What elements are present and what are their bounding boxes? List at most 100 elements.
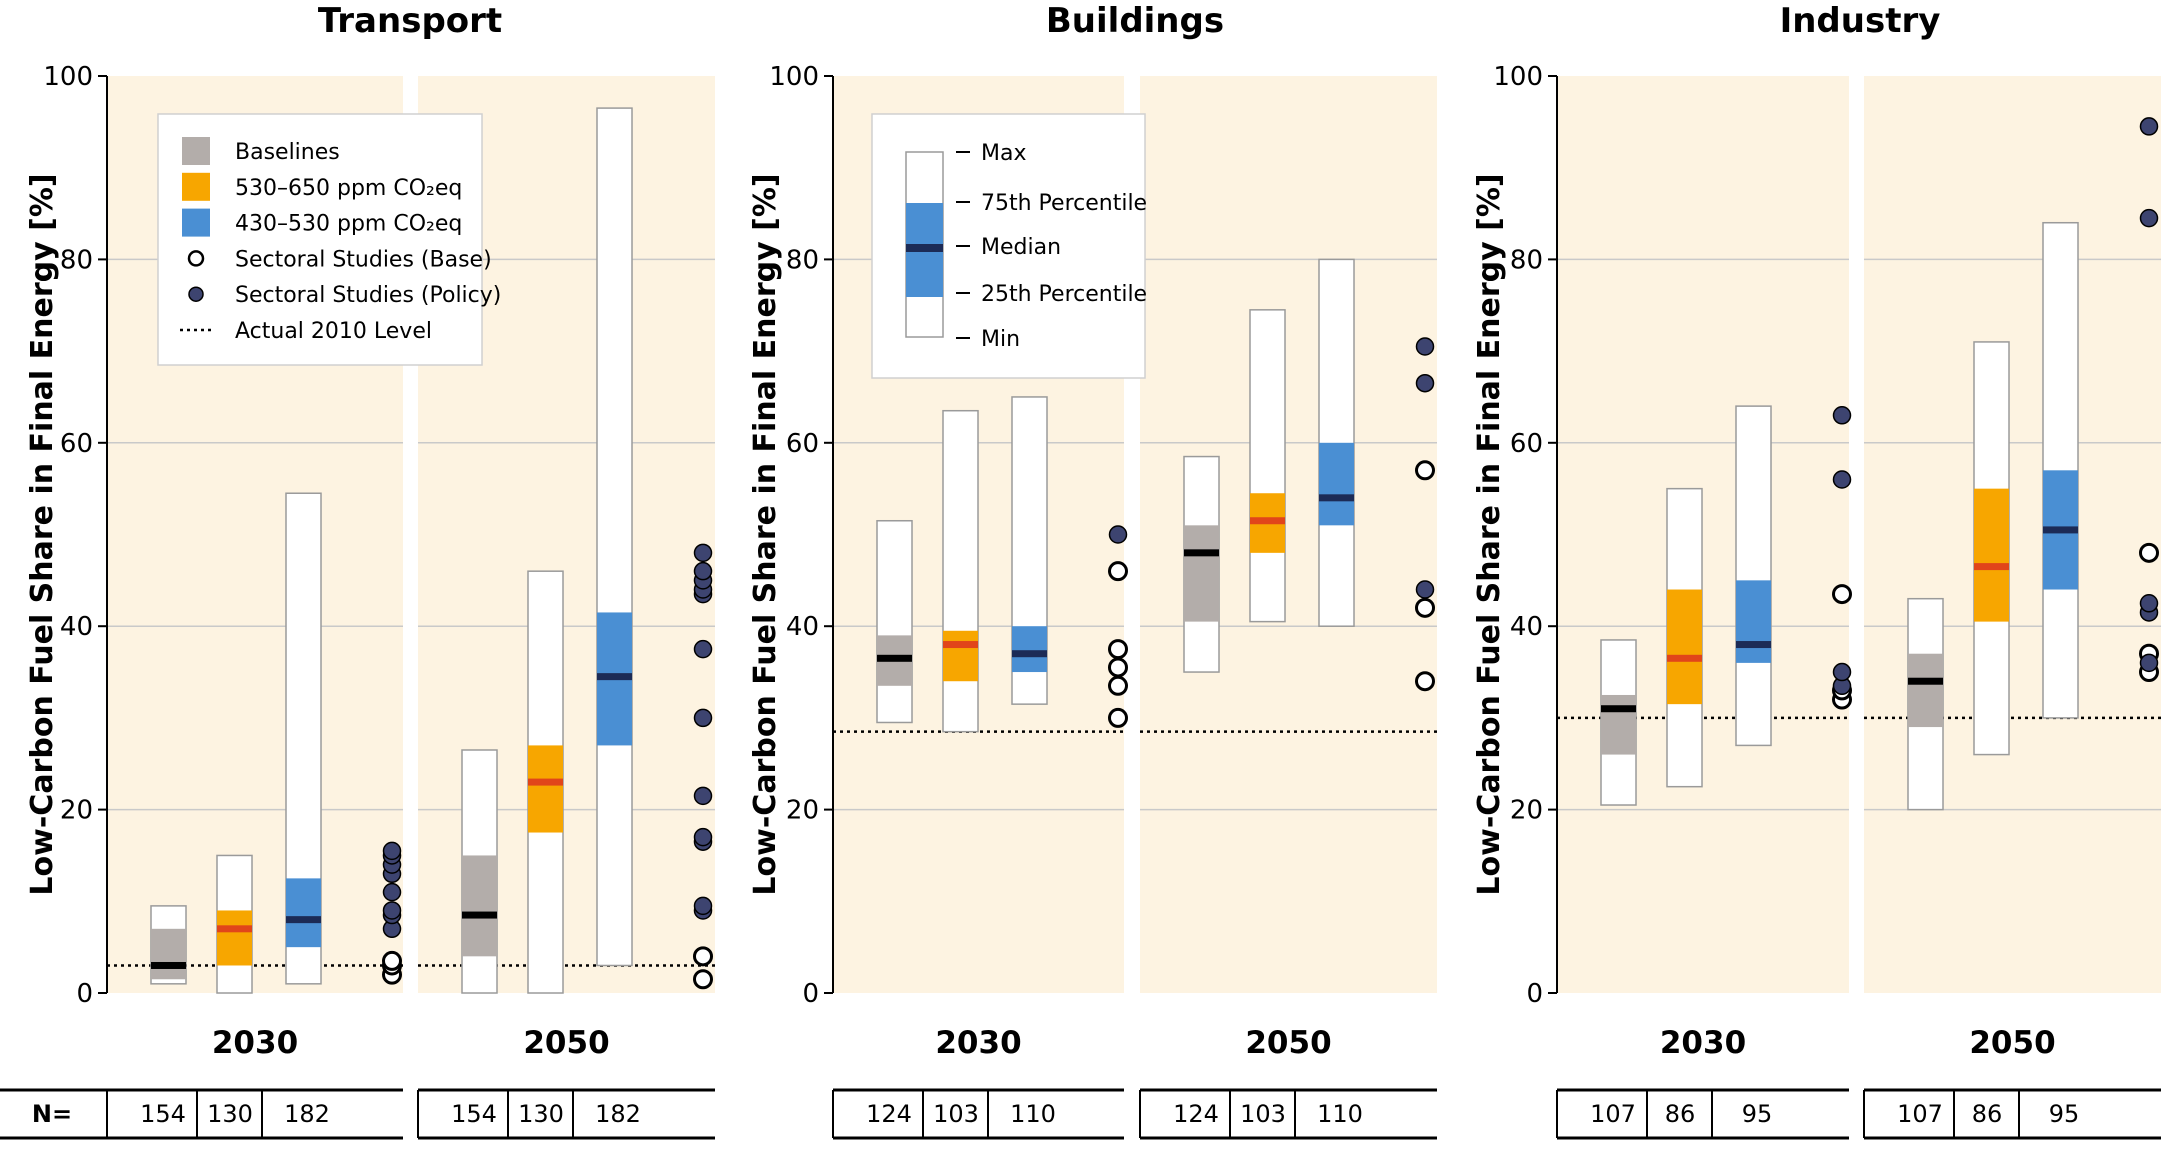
sectoral-policy-point xyxy=(693,786,713,806)
y-tick-label: 60 xyxy=(1510,429,1543,459)
median-line xyxy=(462,911,497,919)
sectoral-policy-point xyxy=(1415,373,1435,393)
y-tick-label: 0 xyxy=(802,979,819,1009)
legend-box-explanation-border xyxy=(871,113,1146,379)
iqr-box xyxy=(943,630,978,682)
legend-example-median xyxy=(906,244,943,252)
iqr-box xyxy=(217,910,252,966)
sectoral-base-point xyxy=(1108,657,1128,678)
median-line xyxy=(877,654,912,662)
n-value: 86 xyxy=(1665,1100,1696,1128)
n-value: 86 xyxy=(1972,1100,2003,1128)
sectoral-policy-point xyxy=(2139,594,2159,613)
iqr-box xyxy=(1667,589,1702,705)
sectoral-policy-point xyxy=(1832,662,1852,682)
year-label: 2030 xyxy=(1660,1025,1746,1061)
y-tick-label: 100 xyxy=(1493,62,1543,92)
median-line xyxy=(1601,705,1636,713)
sectoral-base-point xyxy=(1415,597,1435,618)
y-tick-label: 0 xyxy=(76,979,93,1009)
legend-label-median: Median xyxy=(981,235,1061,260)
median-line xyxy=(1184,549,1219,557)
legend-label-p25: 25th Percentile xyxy=(981,282,1147,307)
iqr-box xyxy=(151,928,186,980)
sectoral-policy-point xyxy=(382,841,402,861)
range-box xyxy=(1249,309,1286,623)
sectoral-policy-point xyxy=(693,896,713,916)
panel-title: Industry xyxy=(1780,1,1941,41)
n-value: 124 xyxy=(866,1100,912,1128)
y-tick-label: 100 xyxy=(769,62,819,92)
median-line xyxy=(286,916,321,924)
range-box xyxy=(1735,405,1772,747)
n-value: 182 xyxy=(595,1100,641,1128)
year-label: 2030 xyxy=(212,1025,298,1061)
sectoral-base-point xyxy=(693,969,713,990)
median-line xyxy=(151,961,186,969)
y-axis-label: Low-Carbon Fuel Share in Final Energy [%… xyxy=(1472,173,1507,895)
y-axis-label: Low-Carbon Fuel Share in Final Energy [%… xyxy=(25,173,60,895)
sectoral-base-point xyxy=(1832,584,1852,605)
year-label: 2050 xyxy=(1969,1025,2055,1061)
group-2050: 2050 154 130 182 xyxy=(417,107,715,1140)
sectoral-policy-point xyxy=(2139,117,2159,136)
legend-box-explanation: Max 75th Percentile Median 25th Percentile M… xyxy=(871,113,1147,379)
sectoral-base-point xyxy=(1108,707,1128,728)
range-box xyxy=(876,519,913,724)
median-line xyxy=(1736,641,1771,649)
legend-scenarios: Baselines 530–650 ppm CO₂eq 430–530 ppm CO… xyxy=(157,113,501,366)
sectoral-policy-point xyxy=(1108,525,1128,544)
legend-item-430-530: 430–530 ppm CO₂eq xyxy=(235,212,462,237)
median-line xyxy=(2043,526,2078,534)
y-tick-label: 80 xyxy=(1510,245,1543,275)
panel-industry: Industry Low-Carbon Fuel Share in Final E… xyxy=(1472,1,2161,1140)
legend-item-530-650: 530–650 ppm CO₂eq xyxy=(235,176,462,201)
sectoral-base-point xyxy=(1108,561,1128,582)
legend-item-530-650-swatch xyxy=(182,172,210,201)
legend-item-sectoral-base-swatch xyxy=(187,250,205,267)
n-row-label: N= xyxy=(32,1100,72,1128)
year-label: 2030 xyxy=(935,1025,1021,1061)
median-line xyxy=(528,778,563,786)
median-line xyxy=(1250,517,1285,525)
y-tick-label: 100 xyxy=(43,62,93,92)
iqr-box xyxy=(1736,580,1771,663)
n-value: 95 xyxy=(2049,1100,2080,1128)
legend-item-actual-2010: Actual 2010 Level xyxy=(235,319,432,344)
year-label: 2050 xyxy=(523,1025,609,1061)
n-value: 130 xyxy=(518,1100,564,1128)
y-tick-label: 20 xyxy=(1510,796,1543,826)
sectoral-policy-point xyxy=(1832,406,1852,425)
y-tick-label: 80 xyxy=(60,245,93,275)
sectoral-policy-point xyxy=(382,901,402,920)
sectoral-base-point xyxy=(382,950,402,971)
median-line xyxy=(1667,654,1702,662)
plot-background-2050 xyxy=(1864,76,2161,993)
iqr-box xyxy=(286,878,321,948)
group-2050: 2050 124 103 110 xyxy=(1139,258,1437,1140)
sectoral-base-point xyxy=(2139,542,2159,563)
sectoral-policy-point xyxy=(1415,337,1435,356)
n-value: 124 xyxy=(1173,1100,1219,1128)
legend-item-sectoral-policy: Sectoral Studies (Policy) xyxy=(235,283,501,308)
legend-item-baselines-swatch xyxy=(182,137,210,165)
n-value: 154 xyxy=(451,1100,497,1128)
n-value: 110 xyxy=(1317,1100,1363,1128)
n-value: 130 xyxy=(207,1100,253,1128)
sectoral-policy-point xyxy=(693,708,713,728)
sectoral-base-point xyxy=(1108,639,1128,660)
legend-scenarios-border xyxy=(157,113,483,366)
y-tick-label: 80 xyxy=(786,245,819,275)
iqr-box xyxy=(462,855,497,957)
legend-item-sectoral-base: Sectoral Studies (Base) xyxy=(235,247,492,272)
sectoral-policy-point xyxy=(2139,208,2159,228)
range-box xyxy=(942,409,979,733)
legend-label-p75: 75th Percentile xyxy=(981,191,1147,216)
y-tick-label: 40 xyxy=(1510,612,1543,642)
sectoral-policy-point xyxy=(693,561,713,581)
median-line xyxy=(217,925,252,933)
n-value: 107 xyxy=(1897,1100,1943,1128)
sectoral-policy-point xyxy=(1832,470,1852,489)
year-label: 2050 xyxy=(1245,1025,1331,1061)
